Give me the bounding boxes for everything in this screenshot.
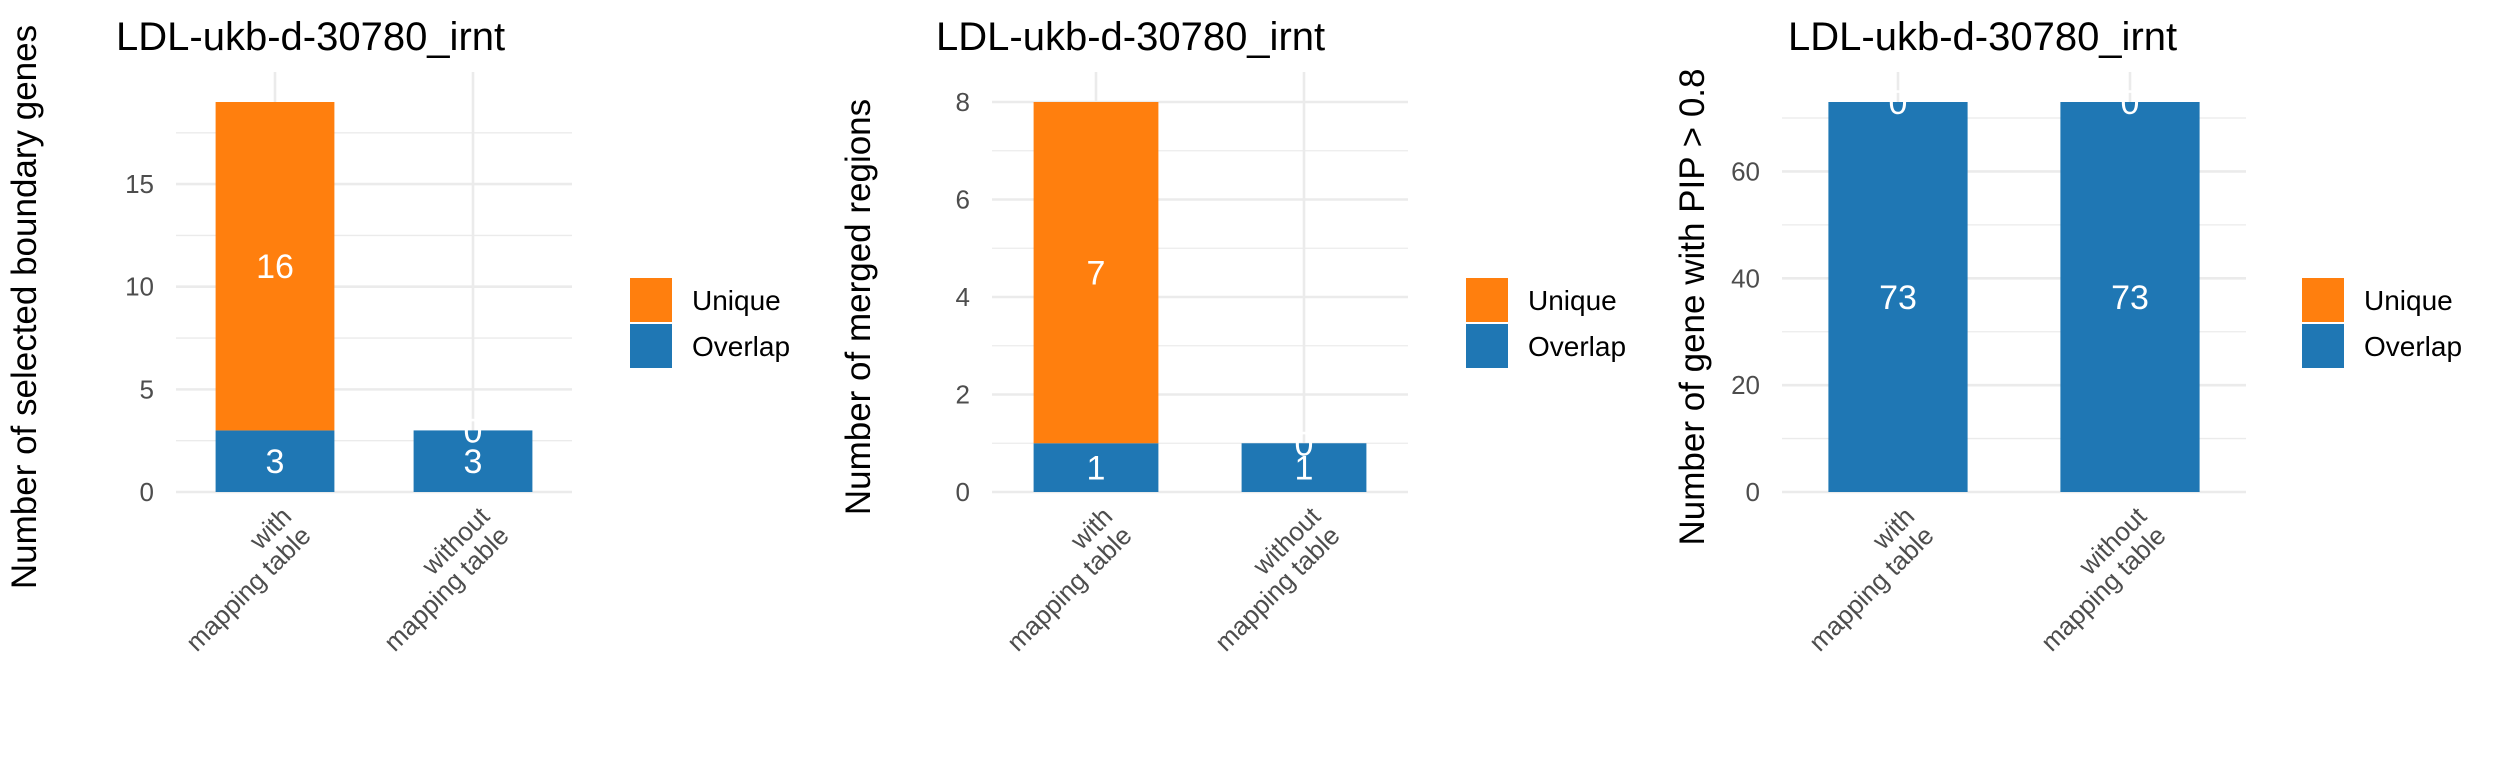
legend-key-unique — [2302, 278, 2344, 322]
bar-value-label: 1 — [1087, 450, 1106, 488]
y-axis-label: Number of merged regions — [839, 99, 878, 515]
chart-panel-3: 0 20 40 60 73 0 withmapping table 73 0 withoutmap… — [1673, 15, 2462, 657]
bar-value-label: 16 — [256, 248, 294, 286]
bar-value-label: 0 — [1295, 425, 1314, 463]
legend-label: Overlap — [2364, 331, 2462, 362]
bar-overlap — [1241, 443, 1367, 492]
legend-label: Unique — [1528, 285, 1617, 316]
y-tick-label: 6 — [956, 185, 970, 215]
y-tick-label: 60 — [1731, 156, 1760, 186]
legend-key-overlap — [2302, 324, 2344, 368]
y-tick-label: 4 — [956, 282, 970, 312]
chart-title: LDL-ukb-d-30780_irnt — [1788, 15, 2177, 59]
legend-label: Overlap — [1528, 331, 1626, 362]
y-tick-label: 2 — [956, 380, 970, 410]
legend-label: Unique — [692, 285, 781, 316]
bar-value-label: 0 — [2121, 84, 2140, 122]
x-tick-label: withoutmapping table — [2016, 500, 2173, 657]
bar-overlap — [1828, 102, 1968, 492]
y-tick-label: 15 — [125, 169, 154, 199]
legend-key-overlap — [1466, 324, 1508, 368]
bar-value-label: 1 — [1295, 450, 1314, 488]
bar-overlap — [215, 430, 335, 492]
y-tick-label: 0 — [1746, 477, 1760, 507]
legend-label: Unique — [2364, 285, 2453, 316]
chart-title: LDL-ukb-d-30780_irnt — [116, 15, 505, 59]
bar-overlap — [413, 430, 533, 492]
x-tick-label: withoutmapping table — [1190, 500, 1347, 657]
bar-unique — [1033, 102, 1159, 444]
bar-unique — [215, 102, 335, 431]
y-axis-label: Number of gene with PIP > 0.8 — [1673, 69, 1712, 546]
bar-overlap — [2060, 102, 2200, 492]
bar-value-label: 0 — [1889, 84, 1908, 122]
y-tick-label: 5 — [140, 374, 154, 404]
y-tick-label: 8 — [956, 87, 970, 117]
chart-title: LDL-ukb-d-30780_irnt — [936, 15, 1325, 59]
x-tick-label: withmapping table — [161, 501, 317, 657]
bar-value-label: 3 — [464, 443, 483, 481]
x-tick-label: withmapping table — [1784, 501, 1940, 657]
y-tick-label: 40 — [1731, 263, 1760, 293]
y-tick-label: 0 — [956, 477, 970, 507]
bar-value-label: 7 — [1087, 255, 1106, 293]
legend-key-overlap — [630, 324, 672, 368]
bar-value-label: 0 — [464, 412, 483, 450]
y-tick-label: 10 — [125, 272, 154, 302]
x-tick-label: withoutmapping table — [359, 500, 516, 657]
legend-label: Overlap — [692, 331, 790, 362]
x-tick-label: withmapping table — [982, 501, 1138, 657]
x-tick-label-line: mapping table — [1001, 520, 1138, 657]
bar-value-label: 73 — [1879, 279, 1917, 317]
bar-value-label: 73 — [2111, 279, 2149, 317]
y-axis-label: Number of selected boundary genes — [5, 25, 44, 589]
legend-key-unique — [1466, 278, 1508, 322]
y-tick-label: 0 — [140, 477, 154, 507]
bar-overlap — [1033, 443, 1159, 492]
bar-value-label: 3 — [266, 443, 285, 481]
x-tick-label-line: mapping table — [180, 520, 317, 657]
y-tick-label: 20 — [1731, 370, 1760, 400]
x-tick-label-line: mapping table — [1803, 520, 1940, 657]
legend-key-unique — [630, 278, 672, 322]
